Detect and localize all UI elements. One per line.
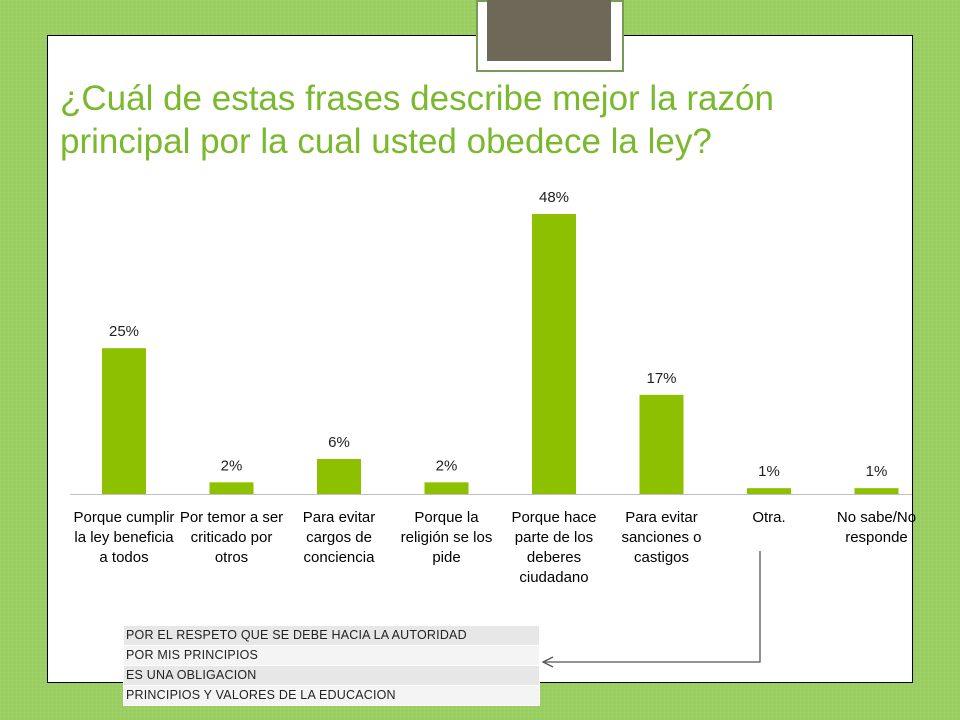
table-row: POR EL RESPETO QUE SE DEBE HACIA LA AUTO… (123, 625, 540, 646)
data-label-3: 2% (436, 457, 458, 474)
bar-7 (854, 488, 899, 494)
data-label-1: 2% (221, 457, 243, 474)
category-label-7: No sabe/No responde (836, 509, 917, 546)
table-cell: POR MIS PRINCIPIOS (123, 645, 540, 666)
category-label-4: Porque hace parte de los deberes ciudada… (511, 509, 597, 586)
data-label-0: 25% (109, 323, 139, 340)
bar-2 (317, 459, 361, 494)
category-label-6: Otra. (752, 509, 786, 526)
corner-decoration-block (487, 0, 611, 61)
bar-4 (532, 214, 576, 494)
category-label-5: Para evitar sanciones o castigos (621, 509, 702, 566)
bar-3 (424, 482, 469, 494)
bar-1 (209, 482, 254, 494)
bar-5 (639, 394, 684, 494)
slide-title: ¿Cuál de estas frases describe mejor la … (60, 79, 774, 161)
slide-panel (47, 35, 913, 683)
data-label-7: 1% (866, 463, 888, 480)
data-label-5: 17% (646, 370, 676, 387)
category-label-1: Por temor a ser criticado por otros (179, 509, 284, 566)
category-label-0: Porque cumplir la ley beneficia a todos (73, 509, 175, 566)
callout-arrow (545, 551, 761, 663)
callout-arrow-head (541, 656, 554, 668)
table-row: PRINCIPIOS Y VALORES DE LA EDUCACION (123, 685, 540, 706)
table-row: POR MIS PRINCIPIOS (123, 645, 540, 666)
category-label-2: Para evitar cargos de conciencia (302, 509, 376, 566)
other-responses-table: POR EL RESPETO QUE SE DEBE HACIA LA AUTO… (123, 625, 540, 706)
data-label-6: 1% (758, 463, 780, 480)
table-row: ES UNA OBLIGACION (123, 665, 540, 686)
table-cell: POR EL RESPETO QUE SE DEBE HACIA LA AUTO… (123, 625, 540, 646)
table-cell: PRINCIPIOS Y VALORES DE LA EDUCACION (123, 685, 540, 706)
bar-0 (102, 348, 146, 494)
data-label-2: 6% (328, 434, 350, 451)
category-label-3: Porque la religión se los pide (400, 509, 493, 566)
bar-6 (747, 488, 791, 494)
data-label-4: 48% (539, 189, 569, 206)
table-cell: ES UNA OBLIGACION (123, 665, 540, 686)
